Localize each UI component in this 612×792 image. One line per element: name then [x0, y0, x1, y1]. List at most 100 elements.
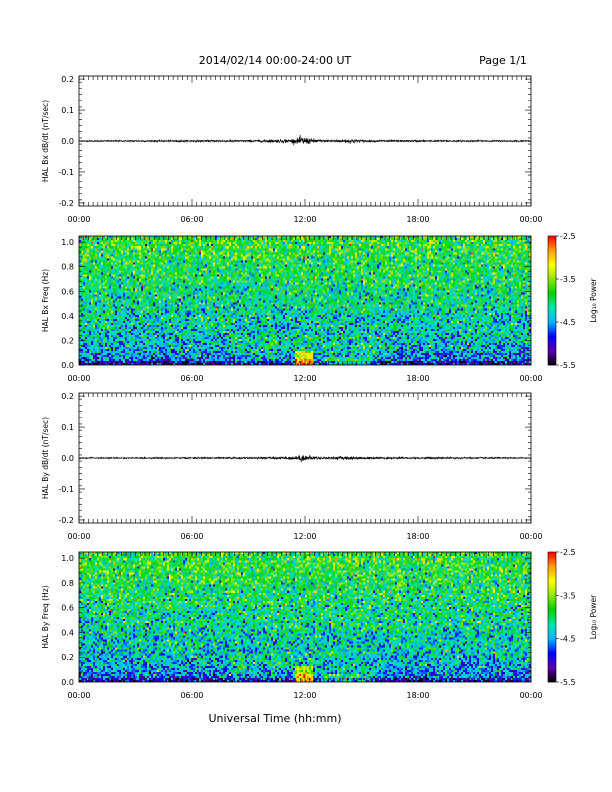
spectrogram-cell: [147, 282, 149, 284]
spectrogram-cell: [123, 313, 125, 315]
spectrogram-cell: [197, 321, 199, 323]
spectrogram-cell: [221, 288, 223, 290]
spectrogram-cell: [231, 355, 233, 357]
spectrogram-cell: [205, 353, 207, 355]
spectrogram-cell: [165, 258, 167, 260]
spectrogram-cell: [149, 298, 151, 300]
spectrogram-cell: [111, 294, 113, 296]
spectrogram-cell: [223, 357, 225, 359]
spectrogram-cell: [143, 345, 145, 347]
spectrogram-cell: [89, 357, 91, 359]
spectrogram-cell: [195, 240, 197, 242]
spectrogram-cell: [159, 288, 161, 290]
spectrogram-cell: [213, 331, 215, 333]
spectrogram-cell: [87, 329, 89, 331]
spectrogram-cell: [115, 282, 117, 284]
spectrogram-cell: [95, 254, 97, 256]
spectrogram-cell: [187, 246, 189, 248]
spectrogram-cell: [133, 254, 135, 256]
spectrogram-cell: [191, 280, 193, 282]
spectrogram-cell: [115, 319, 117, 321]
spectrogram-cell: [161, 301, 163, 303]
spectrogram-cell: [223, 327, 225, 329]
spectrogram-cell: [113, 274, 115, 276]
spectrogram-cell: [85, 301, 87, 303]
spectrogram-cell: [99, 256, 101, 258]
spectrogram-cell: [129, 282, 131, 284]
spectrogram-cell: [179, 242, 181, 244]
spectrogram-cell: [105, 345, 107, 347]
spectrogram-cell: [169, 240, 171, 242]
spectrogram-cell: [173, 298, 175, 300]
spectrogram-cell: [213, 325, 215, 327]
spectrogram-cell: [159, 264, 161, 266]
spectrogram-cell: [177, 248, 179, 250]
spectrogram-cell: [233, 294, 235, 296]
spectrogram-cell: [119, 345, 121, 347]
spectrogram-cell: [175, 282, 177, 284]
spectrogram-cell: [209, 242, 211, 244]
spectrogram-cell: [175, 258, 177, 260]
spectrogram-cell: [181, 274, 183, 276]
spectrogram-cell: [149, 335, 151, 337]
spectrogram-cell: [103, 238, 105, 240]
spectrogram-cell: [189, 315, 191, 317]
spectrogram-cell: [101, 248, 103, 250]
spectrogram-cell: [197, 323, 199, 325]
spectrogram-cell: [205, 335, 207, 337]
spectrogram-cell: [129, 290, 131, 292]
spectrogram-cell: [233, 298, 235, 300]
spectrogram-cell: [121, 337, 123, 339]
spectrogram-cell: [117, 266, 119, 268]
spectrogram-cell: [87, 292, 89, 294]
spectrogram-cell: [159, 303, 161, 305]
spectrogram-cell: [109, 341, 111, 343]
spectrogram-cell: [217, 276, 219, 278]
spectrogram-cell: [119, 272, 121, 274]
spectrogram-cell: [169, 333, 171, 335]
spectrogram-cell: [105, 282, 107, 284]
spectrogram-cell: [131, 246, 133, 248]
spectrogram-cell: [103, 258, 105, 260]
spectrogram-cell: [171, 286, 173, 288]
spectrogram-cell: [125, 335, 127, 337]
spectrogram-cell: [219, 347, 221, 349]
spectrogram-cell: [139, 282, 141, 284]
spectrogram-cell: [91, 337, 93, 339]
spectrogram-cell: [105, 321, 107, 323]
spectrogram-cell: [171, 280, 173, 282]
spectrogram-cell: [95, 335, 97, 337]
spectrogram-cell: [97, 321, 99, 323]
spectrogram-cell: [169, 242, 171, 244]
spectrogram-cell: [137, 244, 139, 246]
spectrogram-cell: [119, 319, 121, 321]
spectrogram-cell: [129, 347, 131, 349]
spectrogram-cell: [209, 240, 211, 242]
spectrogram-cell: [137, 252, 139, 254]
spectrogram-cell: [233, 355, 235, 357]
spectrogram-cell: [111, 240, 113, 242]
spectrogram-cell: [163, 258, 165, 260]
spectrogram-cell: [115, 323, 117, 325]
spectrogram-cell: [165, 335, 167, 337]
spectrogram-cell: [193, 258, 195, 260]
spectrogram-cell: [85, 347, 87, 349]
spectrogram-cell: [135, 359, 137, 361]
spectrogram-cell: [95, 242, 97, 244]
spectrogram-cell: [207, 296, 209, 298]
spectrogram-cell: [203, 260, 205, 262]
spectrogram-cell: [167, 321, 169, 323]
spectrogram-cell: [133, 248, 135, 250]
spectrogram-cell: [103, 294, 105, 296]
spectrogram-cell: [167, 266, 169, 268]
spectrogram-cell: [179, 298, 181, 300]
spectrogram-cell: [207, 272, 209, 274]
spectrogram-cell: [165, 333, 167, 335]
spectrogram-cell: [119, 351, 121, 353]
spectrogram-cell: [211, 288, 213, 290]
spectrogram-cell: [83, 307, 85, 309]
spectrogram-cell: [157, 341, 159, 343]
spectrogram-cell: [187, 260, 189, 262]
spectrogram-cell: [99, 357, 101, 359]
spectrogram-cell: [169, 357, 171, 359]
